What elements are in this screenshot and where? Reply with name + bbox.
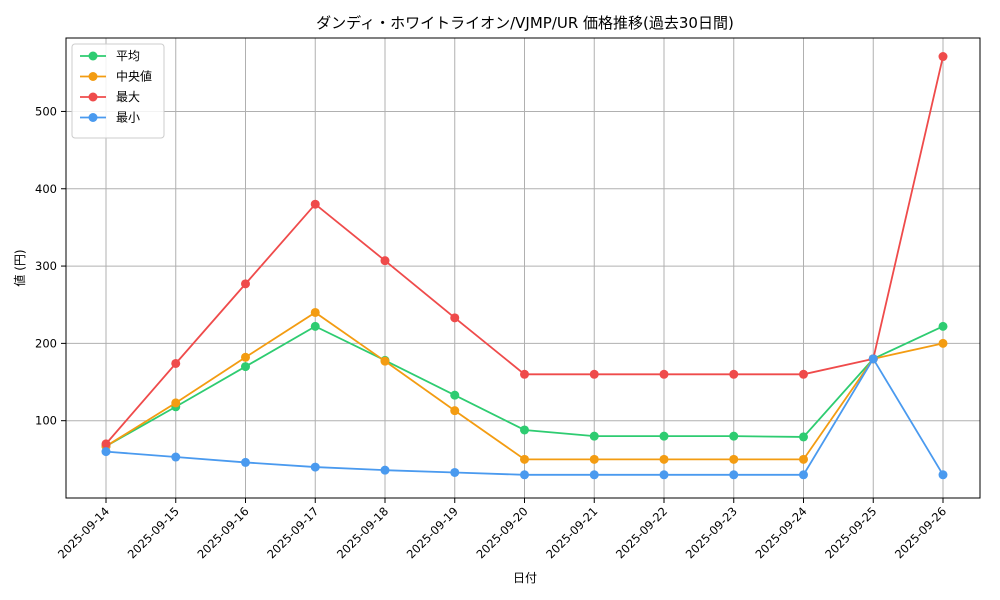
data-point: [310, 307, 320, 317]
data-point: [241, 279, 250, 289]
chart-title: ダンディ・ホワイトライオン/VJMP/UR 価格推移(過去30日間): [316, 14, 734, 32]
x-tick-label: 2025-09-23: [683, 504, 740, 561]
y-axis-label: 値 (円): [12, 249, 27, 286]
data-point: [729, 470, 739, 480]
x-tick-label: 2025-09-24: [752, 504, 809, 561]
x-tick-label: 2025-09-14: [55, 504, 112, 561]
series-layer: [101, 52, 948, 480]
data-point: [310, 462, 320, 472]
x-tick-label: 2025-09-17: [264, 504, 321, 561]
data-point: [101, 447, 111, 457]
data-point: [938, 321, 948, 331]
grid-layer: [66, 38, 980, 498]
legend-marker: [88, 92, 98, 102]
data-point: [241, 362, 250, 372]
x-tick-label: 2025-09-18: [334, 504, 391, 561]
legend-label: 平均: [116, 49, 140, 63]
data-point: [589, 369, 599, 379]
legend-label: 最大: [116, 90, 140, 104]
data-point: [520, 470, 529, 480]
data-point: [938, 338, 948, 348]
data-point: [868, 354, 878, 364]
data-point: [450, 390, 460, 400]
data-point: [659, 470, 669, 480]
data-point: [241, 352, 250, 362]
data-point: [589, 470, 599, 480]
legend-label: 最小: [116, 111, 140, 125]
data-point: [659, 431, 669, 441]
data-point: [171, 358, 181, 368]
x-tick-label: 2025-09-20: [473, 504, 530, 561]
y-tick-label: 100: [35, 414, 57, 428]
data-point: [380, 356, 390, 366]
x-tick-label: 2025-09-22: [613, 504, 670, 561]
x-tick-label: 2025-09-15: [125, 504, 182, 561]
data-point: [380, 256, 390, 266]
data-point: [171, 398, 181, 408]
data-point: [450, 406, 460, 416]
data-point: [310, 199, 320, 209]
x-tick-label: 2025-09-26: [892, 504, 949, 561]
data-point: [799, 369, 808, 379]
y-axis: 100 200 300 400 500: [35, 104, 66, 428]
x-axis-label: 日付: [513, 571, 537, 585]
data-point: [799, 470, 808, 480]
data-point: [171, 452, 181, 462]
x-tick-label: 2025-09-21: [543, 504, 600, 561]
data-point: [241, 457, 250, 467]
y-tick-label: 400: [35, 182, 57, 196]
legend-item: 最小: [80, 111, 140, 125]
data-point: [450, 467, 460, 477]
legend-item: 最大: [80, 90, 140, 104]
data-point: [799, 432, 808, 442]
data-point: [659, 454, 669, 464]
data-point: [520, 425, 529, 435]
data-point: [938, 52, 948, 62]
data-point: [101, 439, 111, 449]
x-tick-label: 2025-09-25: [822, 504, 879, 561]
data-point: [729, 369, 739, 379]
plot-frame: [65, 37, 981, 499]
data-point: [729, 431, 739, 441]
data-point: [380, 465, 390, 475]
y-tick-label: 200: [35, 336, 57, 350]
legend-marker: [88, 72, 98, 81]
data-point: [589, 431, 599, 441]
legend-marker: [88, 51, 98, 61]
legend-item: 中央値: [80, 69, 152, 84]
data-point: [520, 454, 529, 464]
y-tick-label: 300: [35, 259, 57, 273]
legend-label: 中央値: [116, 69, 152, 84]
x-tick-label: 2025-09-19: [404, 504, 461, 561]
data-point: [938, 470, 948, 480]
y-tick-label: 500: [35, 104, 57, 118]
x-axis: 2025-09-14 2025-09-15 2025-09-16 2025-09-17…: [55, 498, 949, 561]
x-tick-label: 2025-09-16: [194, 504, 251, 561]
data-point: [729, 454, 739, 464]
series-4: [101, 354, 948, 480]
legend-item: 平均: [80, 49, 140, 63]
data-point: [589, 454, 599, 464]
legend-marker: [88, 113, 98, 122]
data-point: [450, 313, 460, 323]
data-point: [520, 369, 529, 379]
data-point: [310, 321, 320, 331]
data-point: [659, 369, 669, 379]
data-point: [799, 454, 808, 464]
